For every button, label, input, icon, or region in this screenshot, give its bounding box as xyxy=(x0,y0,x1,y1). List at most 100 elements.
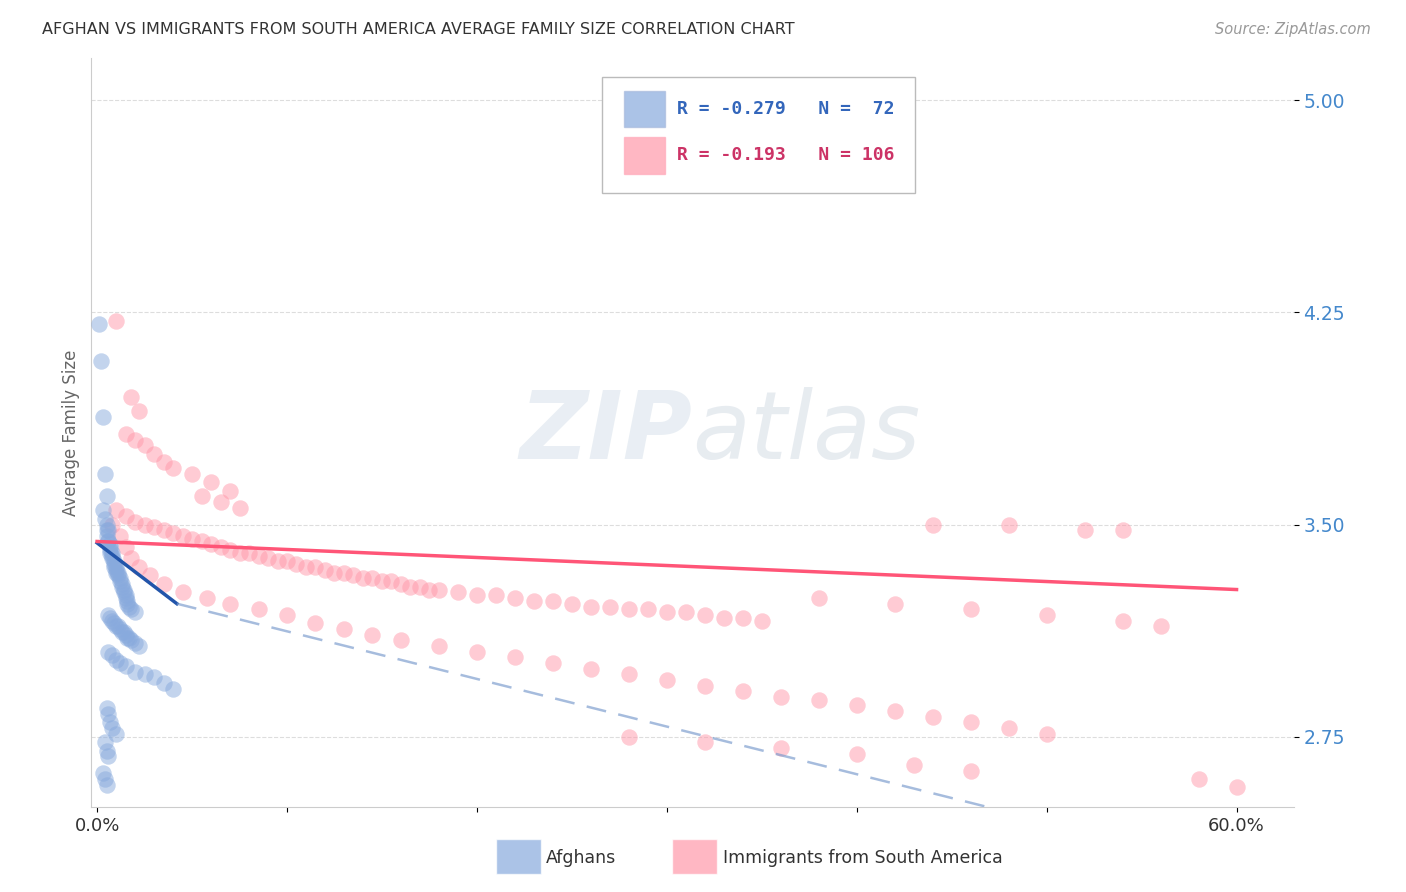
Point xyxy=(769,740,792,755)
Point xyxy=(96,778,118,792)
Point xyxy=(96,744,118,758)
Point xyxy=(103,616,125,631)
Point xyxy=(190,489,212,503)
Point xyxy=(97,534,120,549)
Point xyxy=(427,582,450,597)
Y-axis label: Average Family Size: Average Family Size xyxy=(62,350,80,516)
Point xyxy=(541,594,564,608)
Point xyxy=(181,467,204,481)
Point xyxy=(112,585,135,599)
Text: AFGHAN VS IMMIGRANTS FROM SOUTH AMERICA AVERAGE FAMILY SIZE CORRELATION CHART: AFGHAN VS IMMIGRANTS FROM SOUTH AMERICA … xyxy=(42,22,794,37)
Point xyxy=(693,607,716,622)
Point xyxy=(285,557,308,571)
Point xyxy=(108,571,131,585)
Point xyxy=(1225,780,1247,795)
Point xyxy=(105,563,128,577)
Point xyxy=(93,512,115,526)
Point xyxy=(139,568,162,582)
Text: atlas: atlas xyxy=(692,387,921,478)
Point xyxy=(959,764,981,778)
Point xyxy=(91,503,114,517)
Point xyxy=(200,475,222,489)
FancyBboxPatch shape xyxy=(602,77,915,193)
Text: ZIP: ZIP xyxy=(520,386,692,479)
Point xyxy=(447,585,470,599)
Point xyxy=(731,611,754,625)
Point xyxy=(101,551,124,566)
Point xyxy=(276,554,298,568)
Point xyxy=(96,529,118,543)
Point xyxy=(114,509,136,524)
Point xyxy=(769,690,792,704)
Point xyxy=(959,715,981,730)
Point xyxy=(503,650,526,665)
Point xyxy=(409,580,432,594)
Point xyxy=(637,602,659,616)
Text: R = -0.279   N =  72: R = -0.279 N = 72 xyxy=(676,100,894,118)
Point xyxy=(209,540,232,554)
Point xyxy=(96,489,118,503)
Point xyxy=(111,624,134,639)
Point xyxy=(617,667,640,681)
Point xyxy=(91,766,114,780)
Point xyxy=(97,523,120,537)
Point xyxy=(418,582,440,597)
Point xyxy=(1035,607,1057,622)
Point xyxy=(114,659,136,673)
Point xyxy=(120,602,142,616)
Point xyxy=(675,605,697,619)
Point xyxy=(124,605,146,619)
Point xyxy=(107,568,129,582)
Point xyxy=(1111,614,1133,628)
Text: R = -0.193   N = 106: R = -0.193 N = 106 xyxy=(676,146,894,164)
Point xyxy=(997,517,1019,532)
Point xyxy=(152,676,174,690)
Point xyxy=(389,577,412,591)
Point xyxy=(323,566,346,580)
Point xyxy=(152,577,174,591)
Point xyxy=(107,619,129,633)
Point xyxy=(97,645,120,659)
Point xyxy=(921,517,943,532)
Point xyxy=(143,520,166,534)
Point xyxy=(101,546,124,560)
Point xyxy=(143,670,166,684)
Point xyxy=(105,566,128,580)
Point xyxy=(120,390,142,404)
Point xyxy=(100,543,122,558)
Point xyxy=(1111,523,1133,537)
Point xyxy=(399,580,422,594)
Point xyxy=(120,551,142,566)
Point xyxy=(361,571,384,585)
Point xyxy=(845,698,868,713)
Point xyxy=(100,540,122,554)
Point xyxy=(105,619,128,633)
Point xyxy=(101,648,124,662)
Point xyxy=(997,721,1019,735)
Point xyxy=(485,588,508,602)
Point xyxy=(713,611,735,625)
Point xyxy=(314,563,336,577)
Point xyxy=(105,560,128,574)
Point xyxy=(111,580,134,594)
Point xyxy=(124,515,146,529)
Point xyxy=(807,693,830,707)
Point xyxy=(120,633,142,648)
Point xyxy=(304,616,326,631)
Point xyxy=(105,503,128,517)
Point xyxy=(117,631,139,645)
Point xyxy=(124,636,146,650)
Point xyxy=(219,597,242,611)
Point xyxy=(333,566,356,580)
Point xyxy=(219,483,242,498)
Point xyxy=(143,447,166,461)
Point xyxy=(247,602,270,616)
Point xyxy=(90,353,112,368)
Point xyxy=(247,549,270,563)
Point xyxy=(107,566,129,580)
Point xyxy=(112,624,135,639)
Point xyxy=(389,633,412,648)
Point xyxy=(101,614,124,628)
Point xyxy=(465,645,488,659)
Point xyxy=(617,730,640,744)
